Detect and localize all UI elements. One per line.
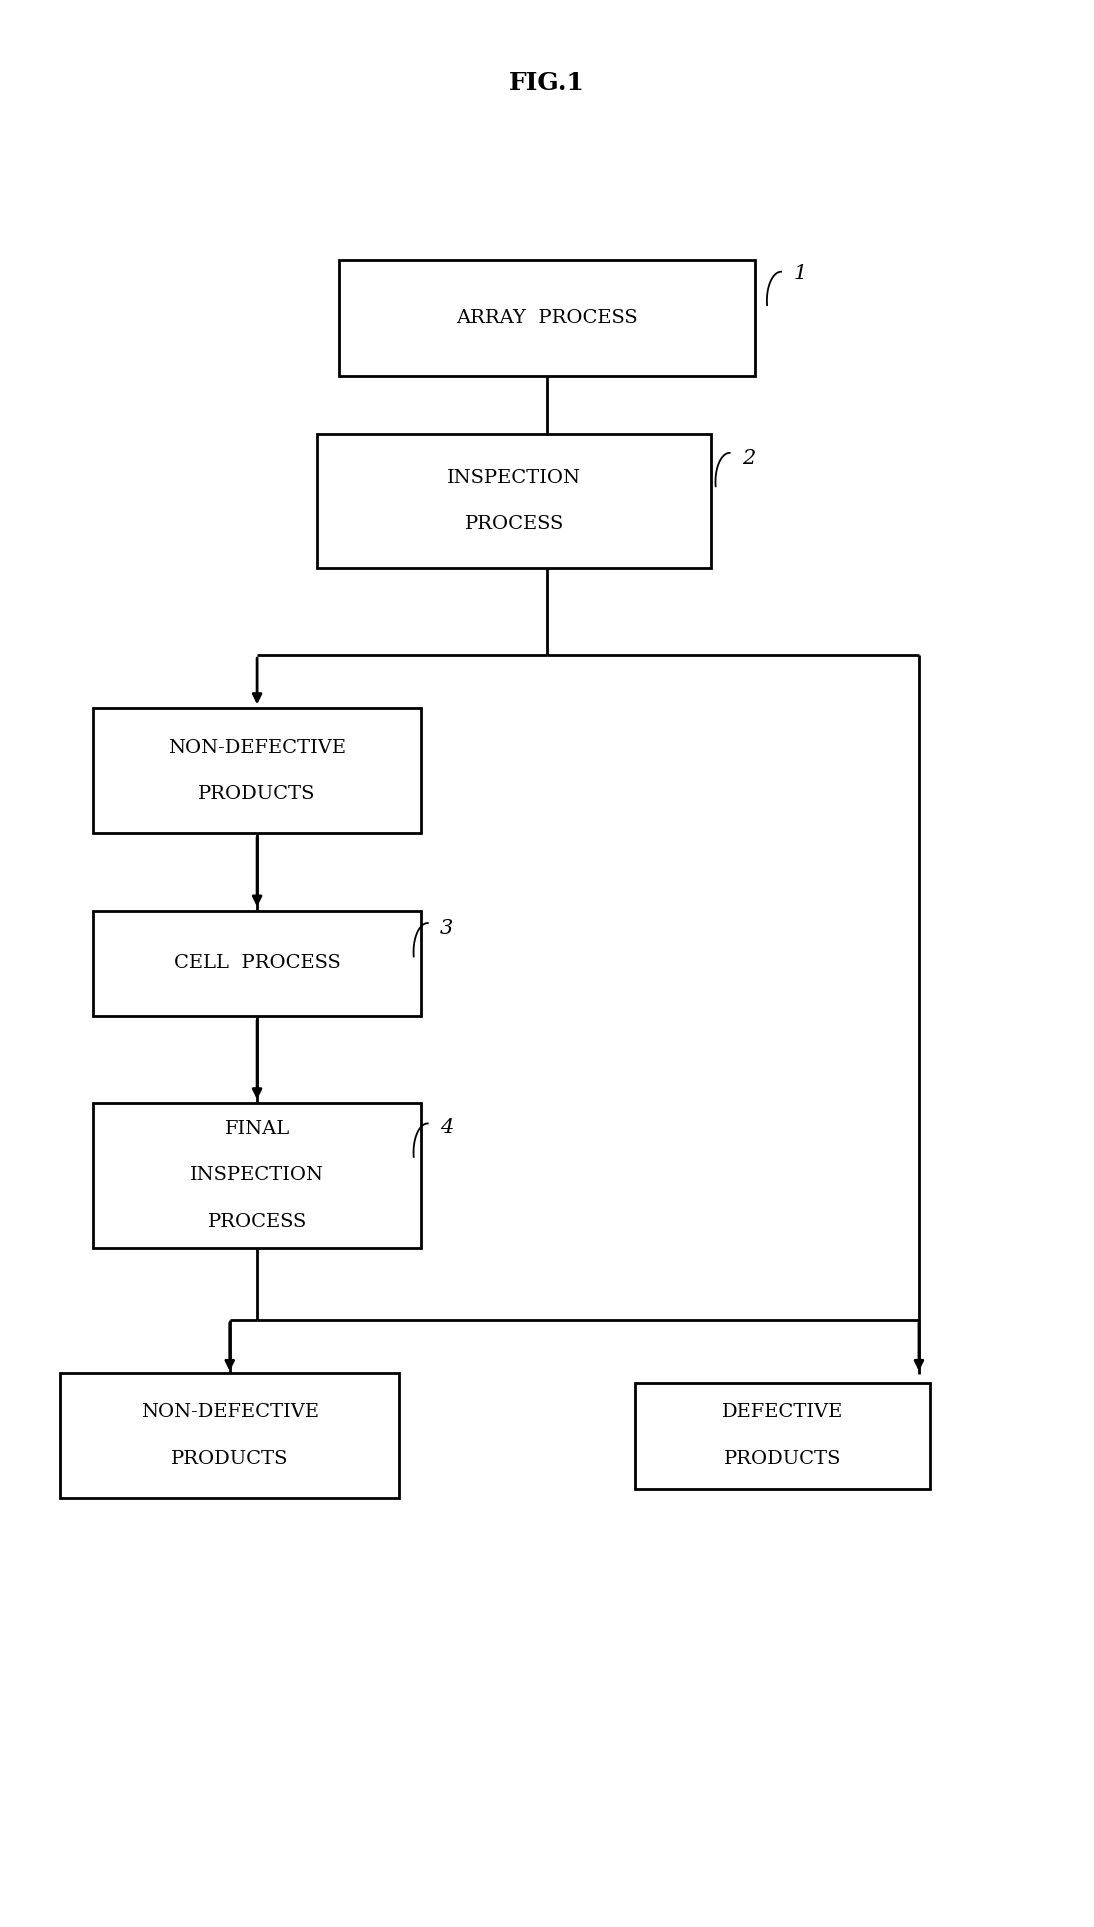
Bar bbox=[339, 260, 755, 376]
Bar bbox=[317, 434, 711, 568]
Bar bbox=[93, 1102, 421, 1249]
Text: NON-DEFECTIVE: NON-DEFECTIVE bbox=[168, 738, 346, 757]
Text: CELL  PROCESS: CELL PROCESS bbox=[174, 954, 340, 973]
Text: 4: 4 bbox=[440, 1118, 453, 1137]
Text: DEFECTIVE: DEFECTIVE bbox=[722, 1403, 842, 1422]
Text: 1: 1 bbox=[793, 264, 806, 283]
Text: PRODUCTS: PRODUCTS bbox=[171, 1449, 289, 1468]
Text: INSPECTION: INSPECTION bbox=[190, 1166, 324, 1185]
Text: PRODUCTS: PRODUCTS bbox=[198, 784, 316, 804]
Text: 3: 3 bbox=[440, 919, 453, 938]
Text: PRODUCTS: PRODUCTS bbox=[723, 1449, 841, 1468]
Text: FINAL: FINAL bbox=[224, 1120, 290, 1139]
Bar bbox=[635, 1384, 930, 1488]
Text: NON-DEFECTIVE: NON-DEFECTIVE bbox=[141, 1403, 318, 1422]
Bar bbox=[60, 1372, 399, 1499]
Text: FIG.1: FIG.1 bbox=[509, 71, 585, 94]
Text: PROCESS: PROCESS bbox=[465, 515, 563, 534]
Bar bbox=[93, 911, 421, 1017]
Text: PROCESS: PROCESS bbox=[208, 1212, 306, 1231]
Text: 2: 2 bbox=[742, 449, 755, 468]
Text: INSPECTION: INSPECTION bbox=[447, 468, 581, 488]
Bar bbox=[93, 707, 421, 832]
Text: ARRAY  PROCESS: ARRAY PROCESS bbox=[456, 308, 638, 328]
